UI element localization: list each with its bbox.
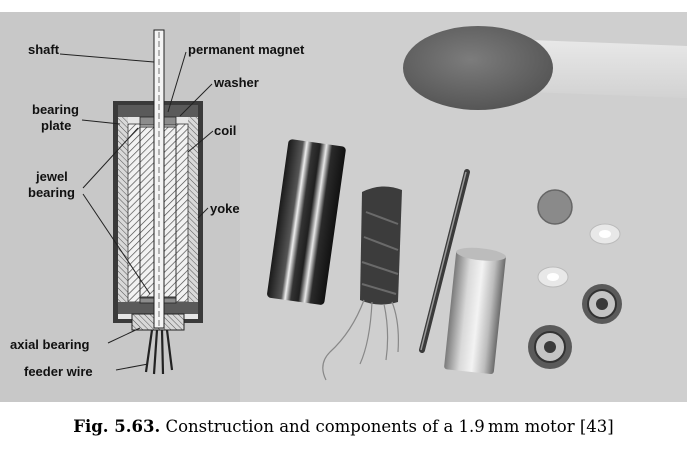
label-bearing-plate-line1: bearing: [32, 102, 79, 117]
motor-cross-section: [113, 29, 203, 375]
label-jewel-bearing-line2: bearing: [28, 185, 75, 200]
caption-number: Fig. 5.63.: [73, 417, 161, 436]
label-shaft: shaft: [28, 42, 60, 57]
shaft-part: [419, 169, 470, 353]
yoke-tube: [444, 247, 506, 374]
label-feeder-wire: feeder wire: [24, 364, 93, 379]
label-coil: coil: [214, 123, 236, 138]
figure-image: shaft permanent magnet washer bearing pl…: [0, 12, 687, 402]
figure-caption: Fig. 5.63. Construction and components o…: [0, 417, 687, 436]
matchstick: [403, 26, 687, 110]
label-bearing-plate-line2: plate: [41, 118, 71, 133]
label-washer: washer: [213, 75, 259, 90]
label-jewel-bearing-line1: jewel: [35, 169, 68, 184]
washers: [528, 284, 622, 369]
caption-text: Construction and components of a 1.9 mm …: [165, 417, 614, 436]
label-yoke: yoke: [210, 201, 240, 216]
wound-coil: [322, 186, 402, 381]
label-permanent-magnet: permanent magnet: [188, 42, 305, 57]
jewel-bearings: [537, 223, 621, 288]
label-axial-bearing: axial bearing: [10, 337, 90, 352]
leader-lines: [59, 51, 214, 371]
magnet-cylinder: [267, 139, 346, 305]
magnet-disc: [537, 189, 573, 225]
